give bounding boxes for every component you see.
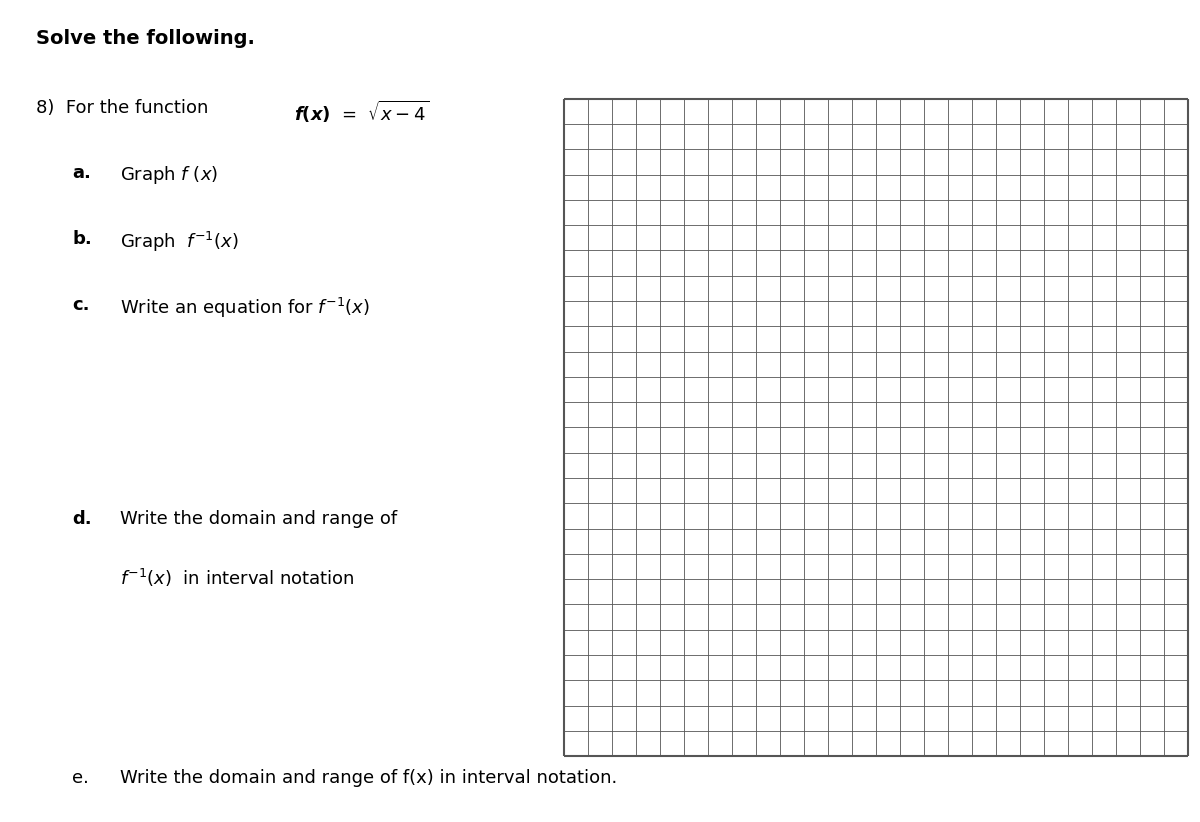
Text: Write an equation for $f^{-1}(x)$: Write an equation for $f^{-1}(x)$ (120, 296, 370, 320)
Text: Graph  $f^{-1}(x)$: Graph $f^{-1}(x)$ (120, 230, 239, 254)
Text: b.: b. (72, 230, 91, 248)
Text: d.: d. (72, 510, 91, 528)
Text: Graph $f$ $(x)$: Graph $f$ $(x)$ (120, 164, 218, 187)
Text: c.: c. (72, 296, 90, 314)
Text: 8)  For the function: 8) For the function (36, 99, 214, 117)
Text: e.: e. (72, 769, 89, 787)
Text: $f^{-1}(x)$  in interval notation: $f^{-1}(x)$ in interval notation (120, 567, 355, 589)
Text: Solve the following.: Solve the following. (36, 29, 254, 48)
Text: a.: a. (72, 164, 91, 182)
Text: Write the domain and range of f(x) in interval notation.: Write the domain and range of f(x) in in… (120, 769, 617, 787)
Text: $\boldsymbol{f(x)}$  =  $\boldsymbol{\sqrt{x-4}}$: $\boldsymbol{f(x)}$ = $\boldsymbol{\sqrt… (294, 99, 430, 125)
Text: Write the domain and range of: Write the domain and range of (120, 510, 397, 528)
